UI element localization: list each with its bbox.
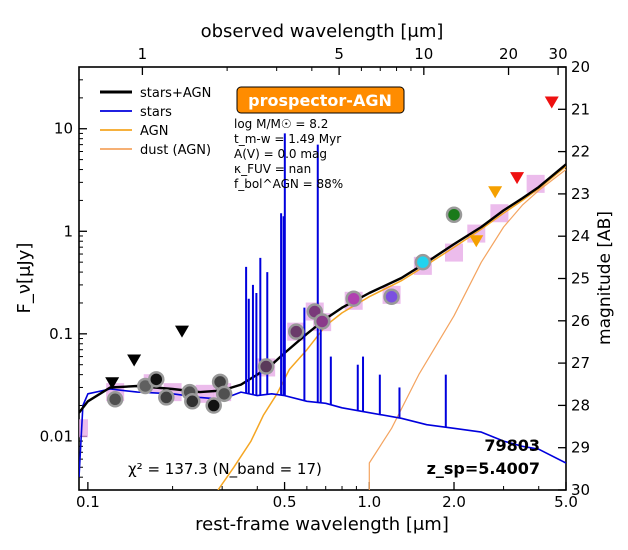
- upper-limit-marker: [469, 235, 484, 248]
- top-tick-label: 5: [334, 45, 344, 63]
- x-tick-label: 1.0: [357, 493, 381, 511]
- upper-limit-marker: [174, 325, 189, 338]
- fit-parameter: t_m-w = 1.49 Myr: [234, 132, 341, 146]
- mag-tick-label: 25: [571, 270, 590, 288]
- mag-tick-label: 27: [571, 354, 590, 372]
- mag-tick-label: 30: [571, 481, 590, 499]
- legend-label: stars: [140, 105, 172, 120]
- legend: stars+AGN stars AGN dust (AGN): [100, 86, 211, 158]
- observed-photometry-point: [106, 391, 124, 408]
- y-tick-label: 10: [54, 120, 73, 138]
- mag-tick-label: 22: [571, 143, 590, 161]
- fit-parameter: f_bol^AGN = 88%: [234, 177, 343, 191]
- observed-photometry-point: [445, 206, 463, 223]
- observed-photometry-point: [383, 288, 400, 305]
- upper-limit-marker: [510, 172, 525, 185]
- y-tick-label: 0.01: [40, 427, 73, 445]
- model-photometry-point: [79, 419, 88, 438]
- x-tick-label: 2.0: [442, 493, 466, 511]
- chi2-label: χ² = 137.3 (N_band = 17): [128, 460, 322, 479]
- observed-photometry-point: [345, 290, 362, 307]
- mag-tick-label: 24: [571, 227, 590, 245]
- y-tick-label: 0.1: [49, 325, 73, 343]
- right-axis-label: magnitude [AB]: [595, 211, 615, 345]
- top-tick-label: 20: [499, 45, 518, 63]
- fit-parameter: A(V) = 0.0 mag: [234, 147, 327, 161]
- mag-tick-label: 26: [571, 312, 590, 330]
- observed-photometry-point: [287, 323, 305, 340]
- top-tick-label: 10: [414, 45, 433, 63]
- x-tick-label: 0.1: [76, 493, 100, 511]
- observed-photometry-point: [414, 253, 432, 271]
- observed-photometry-point: [257, 358, 275, 375]
- legend-label: dust (AGN): [140, 143, 211, 158]
- upper-limit-marker: [105, 377, 120, 390]
- x-tick-label: 5.0: [554, 493, 578, 511]
- fit-parameter: log M/M☉ = 8.2: [234, 117, 328, 131]
- observed-photometry-point: [158, 389, 175, 406]
- model-photometry-point: [445, 243, 464, 262]
- upper-limit-marker: [488, 186, 503, 199]
- series-line-dust-agn-: [368, 169, 566, 490]
- observed-photometry-point: [148, 371, 165, 388]
- upper-limit-marker: [127, 354, 142, 367]
- mag-tick-label: 20: [571, 58, 590, 76]
- upper-limit-marker: [544, 96, 559, 109]
- badge-label: prospector-AGN: [248, 91, 392, 110]
- series-line-stars: [79, 388, 566, 478]
- x-tick-label: 0.5: [273, 493, 297, 511]
- top-tick-label: 30: [549, 45, 568, 63]
- mag-tick-label: 23: [571, 185, 590, 203]
- fit-parameter: κ_FUV = nan: [234, 162, 311, 176]
- series-line-stars-agn: [79, 163, 566, 414]
- mag-tick-label: 21: [571, 100, 590, 118]
- object-id: 79803: [484, 436, 540, 455]
- y-axis-label: F_ν[μJy]: [14, 243, 35, 314]
- observed-photometry-point: [215, 385, 233, 403]
- observed-photometry-point: [184, 393, 201, 410]
- mag-tick-label: 28: [571, 396, 590, 414]
- top-axis-label: observed wavelength [μm]: [201, 21, 444, 42]
- badge-box: [236, 86, 405, 114]
- legend-label: stars+AGN: [140, 86, 211, 101]
- legend-label: AGN: [140, 124, 168, 139]
- observed-photometry-point: [313, 313, 331, 330]
- top-tick-label: 1: [138, 45, 148, 63]
- y-tick-label: 1: [63, 222, 73, 240]
- observed-photometry-point: [205, 397, 222, 414]
- mag-tick-label: 29: [571, 439, 590, 457]
- redshift-label: z_sp=5.4007: [427, 459, 540, 478]
- x-axis-label: rest-frame wavelength [μm]: [195, 514, 449, 535]
